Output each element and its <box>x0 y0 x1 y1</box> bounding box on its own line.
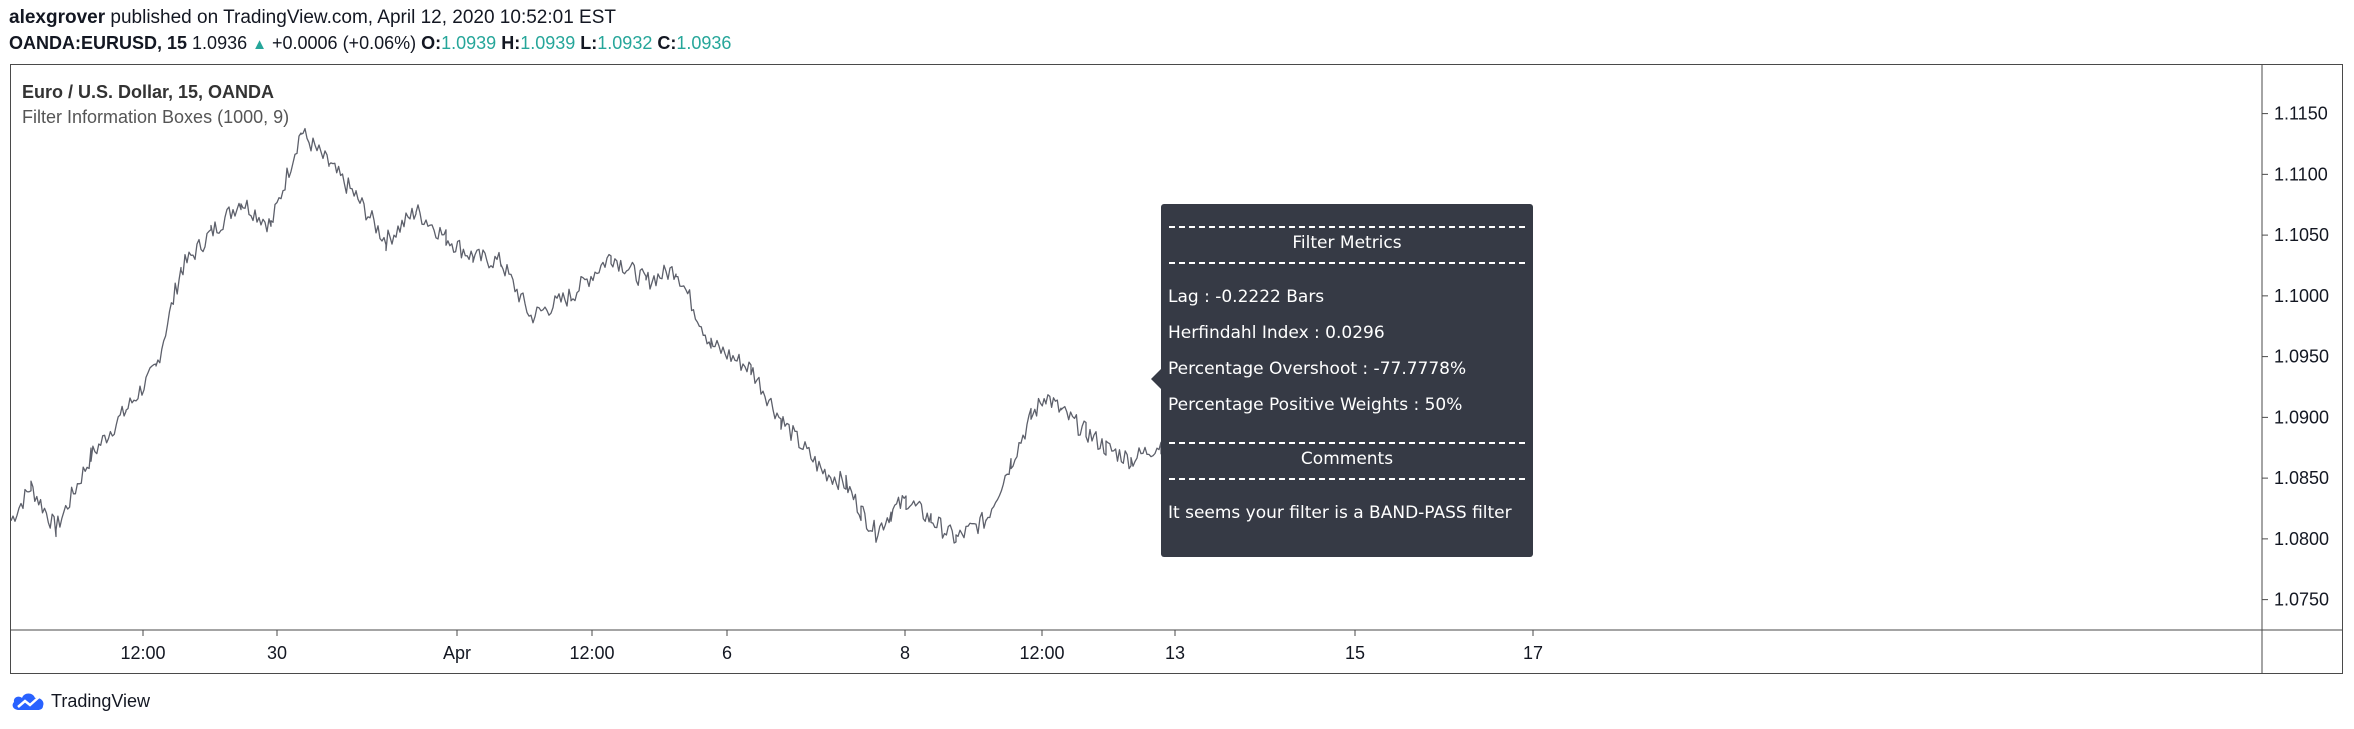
indicator-label[interactable]: Filter Information Boxes (1000, 9) <box>22 107 290 127</box>
overshoot-metric: Percentage Overshoot : -77.7778% <box>1168 359 1467 379</box>
x-tick-label: 8 <box>900 643 910 663</box>
published-text: published on TradingView.com, April 12, … <box>105 7 617 28</box>
divider <box>1169 442 1525 444</box>
chart-frame[interactable] <box>10 64 2343 674</box>
low-value: 1.0932 <box>597 33 653 53</box>
divider <box>1169 226 1525 228</box>
x-tick-label: 12:00 <box>120 643 165 663</box>
symbol-label: OANDA:EURUSD, 15 <box>9 33 188 53</box>
comment-text: It seems your filter is a BAND-PASS filt… <box>1168 503 1512 523</box>
low-label: L: <box>580 33 598 53</box>
open-value: 1.0939 <box>441 33 497 53</box>
last-price: 1.0936 <box>192 33 248 53</box>
x-tick-label: 30 <box>267 643 287 663</box>
author-name[interactable]: alexgrover <box>9 7 106 28</box>
filter-info-box: Filter Metrics Lag : -0.2222 Bars Herfin… <box>1151 204 1533 557</box>
comments-heading: Comments <box>1300 449 1394 469</box>
y-tick-label: 1.0950 <box>2274 347 2329 367</box>
ohlc-bar: OANDA:EURUSD, 15 1.0936 ▲ +0.0006 (+0.06… <box>9 31 731 57</box>
y-tick-label: 1.1000 <box>2274 286 2329 306</box>
y-tick-label: 1.0900 <box>2274 407 2329 427</box>
x-tick-label: 6 <box>722 643 732 663</box>
open-label: O: <box>421 33 442 53</box>
x-tick-label: 12:00 <box>569 643 614 663</box>
metrics-heading: Filter Metrics <box>1292 233 1402 253</box>
publish-info: alexgrover published on TradingView.com,… <box>9 6 616 30</box>
tooltip-pointer <box>1151 369 1161 389</box>
close-value: 1.0936 <box>676 33 732 53</box>
y-tick-label: 1.0850 <box>2274 468 2329 488</box>
up-arrow-icon: ▲ <box>252 36 267 53</box>
tradingview-cloud-logo-icon <box>12 693 44 710</box>
high-value: 1.0939 <box>520 33 576 53</box>
herfindahl-metric: Herfindahl Index : 0.0296 <box>1168 323 1385 343</box>
x-tick-label: 12:00 <box>1019 643 1064 663</box>
x-tick-label: 17 <box>1523 643 1543 663</box>
brand-name: TradingView <box>51 690 151 711</box>
x-tick-label: 15 <box>1345 643 1365 663</box>
y-tick-label: 1.1050 <box>2274 225 2329 245</box>
x-tick-label: 13 <box>1165 643 1185 663</box>
series-title: Euro / U.S. Dollar, 15, OANDA <box>22 82 275 102</box>
divider <box>1169 262 1525 264</box>
price-change: +0.0006 (+0.06%) <box>272 33 417 53</box>
tradingview-footer[interactable]: TradingView <box>10 688 150 714</box>
positive-weights-metric: Percentage Positive Weights : 50% <box>1168 395 1463 415</box>
chart-legend: Euro / U.S. Dollar, 15, OANDA Filter Inf… <box>22 80 289 130</box>
y-tick-label: 1.0750 <box>2274 590 2329 610</box>
close-label: C: <box>657 33 677 53</box>
x-tick-label: Apr <box>443 643 471 663</box>
y-tick-label: 1.1100 <box>2274 164 2328 184</box>
y-tick-label: 1.0800 <box>2274 529 2329 549</box>
y-tick-label: 1.1150 <box>2274 104 2328 124</box>
high-label: H: <box>501 33 521 53</box>
lag-metric: Lag : -0.2222 Bars <box>1168 287 1325 307</box>
divider <box>1169 478 1525 480</box>
